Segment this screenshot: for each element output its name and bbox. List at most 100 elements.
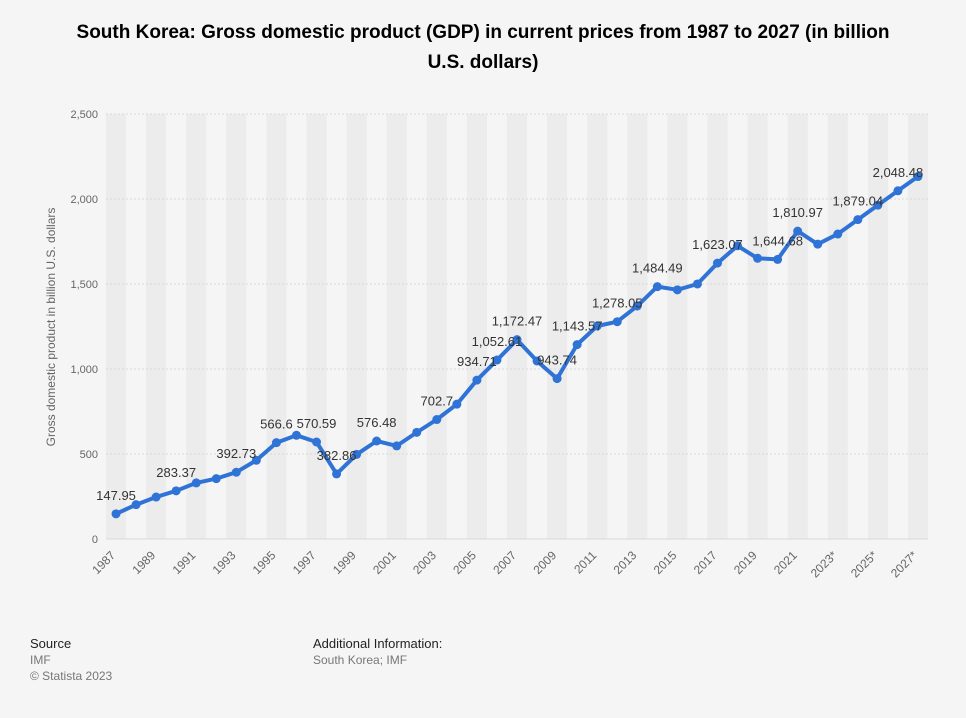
data-point: [712, 258, 722, 268]
y-tick-label: 0: [92, 534, 98, 546]
data-point: [572, 340, 582, 350]
y-tick-label: 1,000: [70, 364, 98, 376]
data-label: 1,644.68: [752, 233, 803, 248]
data-point: [352, 449, 362, 459]
x-tick-label: 2007: [490, 548, 519, 577]
data-point: [913, 172, 923, 182]
category-band: [827, 114, 848, 539]
data-point: [592, 321, 602, 331]
data-label: 566.6: [260, 417, 293, 432]
data-point: [793, 226, 803, 236]
data-label: 283.37: [156, 465, 196, 480]
data-point: [753, 253, 763, 263]
data-point: [131, 500, 141, 510]
category-band: [106, 114, 127, 539]
data-point: [251, 455, 261, 465]
x-tick-label: 2013: [611, 548, 640, 577]
source-block: Source IMF © Statista 2023: [30, 636, 112, 684]
data-point: [452, 399, 462, 409]
data-label: 570.59: [297, 416, 337, 431]
category-band: [346, 114, 367, 539]
source-name: IMF: [30, 653, 51, 667]
data-point: [191, 478, 201, 488]
data-point: [853, 215, 863, 225]
data-point: [692, 279, 702, 289]
data-point: [672, 285, 682, 295]
y-tick-label: 500: [80, 449, 98, 461]
x-tick-label: 2025*: [848, 548, 880, 580]
x-tick-label: 2009: [530, 548, 559, 577]
x-tick-label: 1987: [89, 548, 118, 577]
x-tick-label: 1991: [170, 548, 199, 577]
data-label: 1,879.04: [833, 194, 884, 209]
data-point: [231, 467, 241, 477]
x-tick-label: 2005: [450, 548, 479, 577]
additional-info-label: Additional Information:: [313, 636, 443, 651]
data-point: [612, 317, 622, 327]
data-label: 147.95: [96, 488, 136, 503]
x-tick-label: 2021: [771, 548, 800, 577]
chart-title: South Korea: Gross domestic product (GDP…: [76, 22, 890, 73]
y-tick-label: 1,500: [70, 279, 98, 291]
data-point: [211, 474, 221, 484]
data-label: 1,623.07: [692, 237, 743, 252]
copyright: © Statista 2023: [30, 669, 113, 683]
data-point: [332, 469, 342, 479]
category-band: [867, 114, 888, 539]
data-point: [392, 441, 402, 451]
data-point: [512, 335, 522, 345]
category-band: [306, 114, 327, 539]
y-tick-label: 2,500: [70, 109, 98, 121]
category-band: [506, 114, 528, 539]
x-tick-label: 1995: [250, 548, 279, 577]
data-label: 392.73: [216, 446, 256, 461]
category-band: [146, 114, 167, 539]
data-point: [372, 436, 382, 446]
data-label: 1,052.61: [472, 334, 523, 349]
data-point: [312, 437, 322, 447]
additional-info-block: Additional Information: South Korea; IMF: [313, 636, 442, 668]
category-band: [907, 114, 928, 539]
data-point: [652, 282, 662, 292]
category-band: [466, 114, 487, 539]
x-tick-label: 2027*: [888, 548, 920, 580]
data-point: [532, 356, 542, 366]
data-point: [833, 229, 843, 239]
x-tick-label: 2015: [651, 548, 680, 577]
x-tick-label: 1989: [129, 548, 158, 577]
data-point: [492, 355, 502, 365]
data-label: 1,143.57: [552, 319, 603, 334]
x-tick-label: 2019: [731, 548, 760, 577]
category-band: [186, 114, 207, 539]
line-chart: 0 500 1,000 1,500 2,000 2,500 1987 1989 1991 199…: [44, 109, 928, 580]
data-point: [472, 375, 482, 385]
category-band: [627, 114, 648, 539]
x-tick-label: 2023*: [808, 548, 840, 580]
x-tick-label: 1997: [290, 548, 319, 577]
data-point: [151, 492, 161, 502]
data-point: [271, 438, 281, 448]
data-point: [432, 415, 442, 425]
category-band: [747, 114, 768, 539]
category-band: [266, 114, 287, 539]
data-label: 1,172.47: [492, 314, 543, 329]
source-label: Source: [30, 636, 72, 651]
category-band: [386, 114, 407, 539]
data-point: [552, 374, 562, 384]
data-point: [632, 301, 642, 311]
data-point: [171, 486, 181, 496]
y-tick-label: 2,000: [70, 194, 98, 206]
data-point: [111, 509, 121, 519]
additional-info-text: South Korea; IMF: [313, 653, 408, 667]
x-tick-label: 2001: [370, 548, 399, 577]
x-tick-label: 1999: [330, 548, 359, 577]
x-tick-label: 2017: [691, 548, 720, 577]
data-label: 1,278.05: [592, 296, 643, 311]
data-label: 382.86: [317, 448, 357, 463]
y-axis-label: Gross domestic product in billion U.S. d…: [44, 208, 58, 447]
data-point: [813, 239, 823, 249]
data-label: 1,810.97: [772, 205, 823, 220]
category-band: [226, 114, 247, 539]
category-band: [547, 114, 568, 539]
x-tick-label: 2011: [571, 548, 599, 576]
